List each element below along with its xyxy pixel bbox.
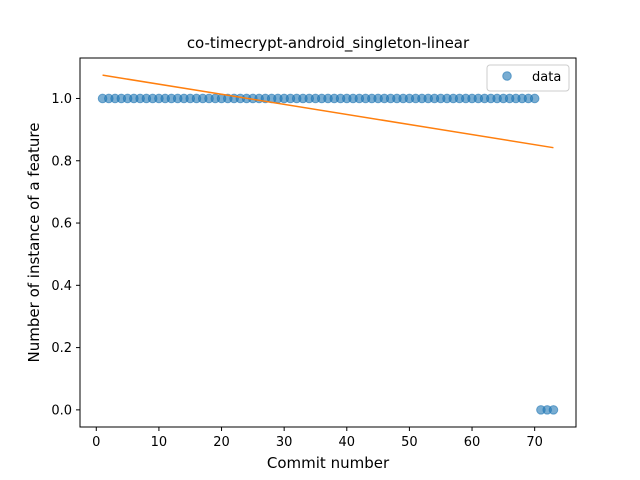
chart-title: co-timecrypt-android_singleton-linear (187, 34, 470, 53)
x-tick-label: 50 (401, 435, 418, 450)
y-tick-label: 0.0 (51, 403, 72, 418)
y-axis-title: Number of instance of a feature (25, 123, 43, 363)
y-axis-ticks: 0.0 0.2 0.4 0.6 0.8 1.0 (51, 92, 80, 418)
data-layer (97, 74, 559, 415)
y-tick-label: 0.4 (51, 279, 72, 294)
data-point (529, 93, 540, 104)
data-point (548, 405, 559, 415)
legend: data (486, 64, 570, 92)
legend-label-data: data (532, 70, 561, 85)
x-tick-label: 70 (526, 435, 543, 450)
y-tick-label: 0.8 (51, 154, 72, 169)
y-tick-label: 0.6 (51, 217, 72, 232)
plot-frame (79, 57, 577, 428)
x-tick-label: 0 (92, 435, 100, 450)
x-tick-label: 20 (213, 435, 230, 450)
x-axis-ticks: 0 10 20 30 40 50 60 70 (92, 427, 543, 450)
x-tick-label: 40 (339, 435, 356, 450)
x-axis-title: Commit number (267, 454, 390, 472)
legend-marker-data (502, 71, 512, 81)
y-tick-label: 1.0 (51, 92, 72, 107)
x-tick-label: 30 (276, 435, 293, 450)
x-tick-label: 60 (464, 435, 481, 450)
linear-fit-line (102, 74, 554, 149)
x-tick-label: 10 (151, 435, 168, 450)
y-tick-label: 0.2 (51, 341, 72, 356)
